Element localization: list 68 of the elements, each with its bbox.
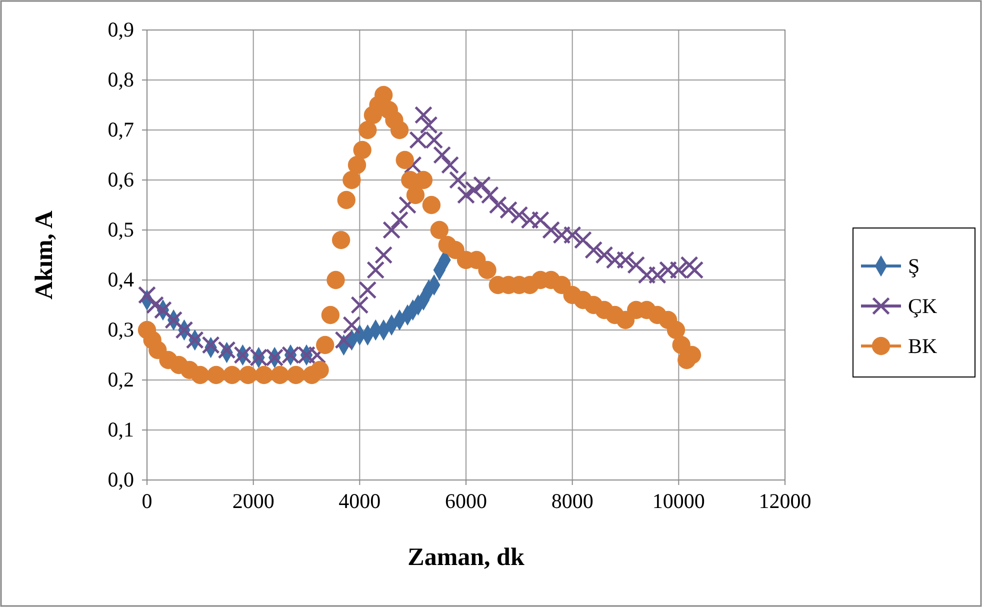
point — [456, 186, 476, 204]
point — [342, 316, 361, 334]
y-tick-label: 0,8 — [108, 68, 134, 92]
y-tick-label: 0,2 — [108, 368, 134, 392]
x-tick-label: 6000 — [445, 488, 487, 513]
point — [175, 320, 194, 340]
point — [480, 186, 499, 204]
point — [680, 256, 698, 274]
y-tick-label: 0,3 — [108, 318, 134, 342]
point — [510, 206, 528, 224]
point — [448, 170, 468, 190]
legend-label: ÇK — [908, 294, 938, 318]
point — [420, 116, 438, 134]
point — [499, 200, 518, 220]
point — [488, 196, 507, 214]
x-tick-label: 8000 — [551, 488, 594, 513]
point — [433, 146, 452, 164]
point — [164, 310, 183, 330]
legend-label: BK — [908, 334, 938, 358]
point — [414, 106, 433, 124]
y-tick-label: 0,0 — [108, 468, 134, 492]
point — [638, 266, 656, 284]
point — [606, 250, 624, 270]
legend-label: Ş — [908, 254, 920, 278]
point — [584, 240, 603, 260]
point — [308, 346, 326, 364]
point — [382, 220, 401, 240]
point — [334, 330, 353, 350]
point — [552, 226, 571, 244]
point — [350, 296, 369, 314]
point — [358, 280, 377, 300]
y-axis-title: Akım, A — [31, 210, 58, 300]
y-tick-label: 0,6 — [108, 168, 134, 192]
point — [464, 180, 484, 200]
point — [218, 340, 236, 360]
x-tick-label: 12000 — [758, 488, 812, 513]
point — [658, 260, 678, 280]
y-tick-label: 0,1 — [108, 418, 134, 442]
point — [595, 246, 614, 264]
y-tick-label: 0,5 — [108, 218, 134, 242]
point — [616, 250, 635, 270]
point — [138, 286, 156, 304]
point — [146, 296, 164, 314]
x-axis-title: Zaman, dk — [408, 544, 524, 571]
y-tick-label: 0,4 — [108, 268, 134, 292]
point — [374, 246, 393, 264]
point — [404, 156, 422, 174]
point — [648, 266, 666, 284]
x-tick-label: 10000 — [652, 488, 705, 513]
point — [531, 210, 550, 230]
y-tick-label: 0,9 — [108, 18, 134, 42]
point — [154, 300, 172, 320]
point — [186, 330, 204, 350]
y-tick-label: 0,7 — [108, 118, 134, 142]
x-tick-label: 2000 — [232, 488, 274, 513]
point — [441, 156, 460, 174]
point — [574, 230, 592, 250]
point — [366, 260, 385, 280]
point — [627, 256, 646, 274]
point — [472, 176, 491, 194]
point — [202, 336, 220, 354]
point — [520, 210, 539, 230]
point — [542, 220, 560, 240]
x-tick-label: 4000 — [338, 488, 381, 513]
point — [390, 210, 409, 230]
x-tick-label: 0 — [142, 488, 152, 513]
point — [563, 226, 582, 244]
point — [398, 196, 417, 214]
